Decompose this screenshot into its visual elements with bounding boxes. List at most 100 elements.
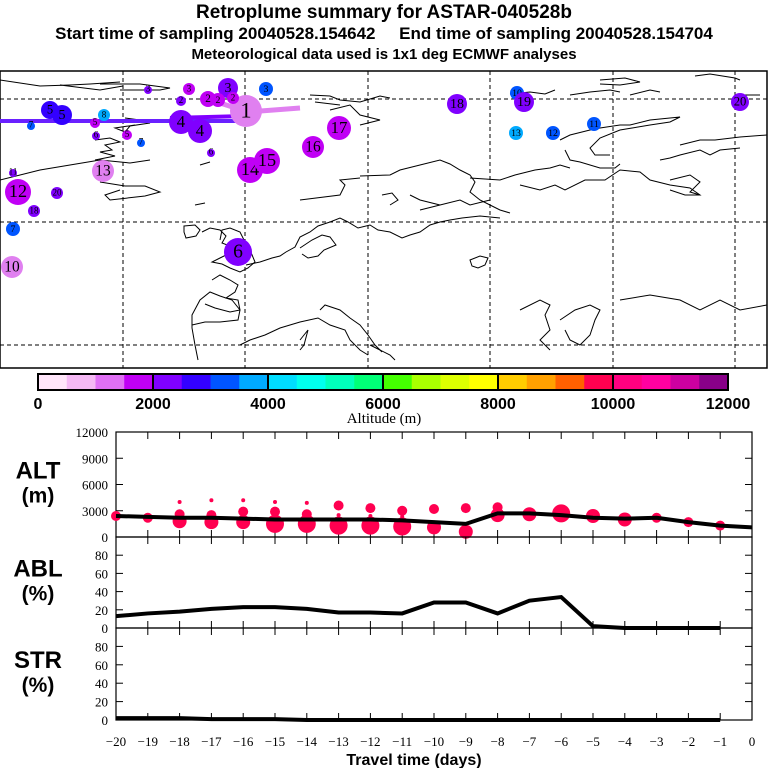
y-axis-label: (m) (22, 485, 55, 508)
cluster-dot (731, 93, 749, 111)
cluster-dot (302, 136, 324, 158)
cluster-label: 7 (11, 224, 16, 235)
cluster-label: 12 (548, 128, 558, 139)
y-tick-label: 80 (95, 548, 108, 563)
cluster-dot (1, 256, 23, 278)
cluster-marker: 18 (447, 94, 467, 114)
cluster-marker: 4 (169, 110, 193, 134)
cluster-dot (98, 109, 110, 121)
cluster-label: 18 (30, 205, 40, 215)
cluster-label: 16 (305, 138, 321, 155)
cluster-label: 6 (94, 130, 99, 140)
cluster-dot (137, 139, 145, 147)
panel-alt: 0 3000 6000 9000 12000 ALT(m) (16, 425, 753, 545)
panel-frame (115, 536, 753, 629)
colorbar-tick-label: 0 (34, 396, 43, 413)
cluster-dot (224, 238, 252, 266)
cluster-point (209, 498, 214, 503)
colorbar-swatch (469, 374, 499, 390)
x-tick-label: −16 (233, 734, 254, 749)
colorbar-swatch (641, 374, 671, 390)
colorbar-swatch (526, 374, 556, 390)
colorbar-swatch (670, 374, 700, 390)
colorbar-swatch (440, 374, 470, 390)
cluster-dot (207, 149, 215, 157)
cluster-label: 2 (231, 92, 236, 102)
cluster-dot (92, 132, 100, 140)
cluster-label: 4 (177, 112, 186, 131)
cluster-marker: 20 (51, 187, 63, 199)
cluster-marker: 11 (587, 117, 601, 131)
cluster-dot (188, 119, 212, 143)
y-tick-label: 60 (95, 658, 108, 673)
x-tick-label: −12 (360, 734, 380, 749)
colorbar-tick-label: 6000 (365, 396, 401, 413)
cluster-label: 5 (125, 129, 130, 139)
y-tick-label: 20 (95, 603, 108, 618)
cluster-label: 5 (59, 108, 66, 123)
cluster-label: 7 (29, 120, 34, 130)
cluster-dot (144, 86, 152, 94)
cluster-point (458, 524, 473, 539)
cluster-dot (176, 96, 186, 106)
x-tick-label: −20 (106, 734, 126, 749)
cluster-dot (327, 116, 351, 140)
cluster-label: 10 (512, 88, 522, 99)
cluster-dot (546, 126, 560, 140)
y-axis-label: STR (14, 647, 62, 674)
x-tick-label: −2 (681, 734, 695, 749)
x-tick-label: −6 (554, 734, 568, 749)
x-tick-label: −14 (297, 734, 318, 749)
cluster-label: 6 (233, 242, 243, 263)
colorbar-swatch (498, 374, 528, 390)
colorbar: 0 2000 4000 6000 8000 10000 12000 Altitude (m) (34, 373, 751, 427)
cluster-label: 5 (93, 117, 98, 127)
cluster-label: 2 (205, 93, 211, 105)
y-axis-label: ALT (16, 458, 61, 485)
y-tick-label: 60 (95, 566, 108, 581)
cluster-marker: 6 (224, 238, 252, 266)
cluster-marker: 7 (27, 120, 35, 130)
colorbar-tick-label: 4000 (250, 396, 286, 413)
cluster-marker: 3 (259, 82, 273, 96)
cluster-dot (28, 205, 40, 217)
colorbar-swatch (38, 374, 68, 390)
cluster-marker: 17 (327, 116, 351, 140)
colorbar-tick-label: 2000 (135, 396, 171, 413)
cluster-marker: 7 (137, 137, 145, 147)
cluster-dot (52, 105, 72, 125)
cluster-marker: 3 (183, 83, 195, 95)
cluster-dot (514, 92, 534, 112)
colorbar-swatch (699, 374, 729, 390)
cluster-label: 6 (209, 147, 214, 157)
cluster-dot (259, 82, 273, 96)
colorbar-swatch (239, 374, 269, 390)
colorbar-swatch (613, 374, 643, 390)
x-tick-label: −8 (491, 734, 505, 749)
cluster-dot (211, 93, 225, 107)
cluster-label: 12 (9, 181, 27, 201)
cluster-label: 3 (264, 84, 269, 95)
colorbar-swatch (354, 374, 384, 390)
cluster-label: 3 (225, 81, 232, 96)
cluster-label: 8 (102, 109, 107, 119)
cluster-point (241, 498, 246, 503)
y-tick-label: 0 (102, 621, 109, 636)
cluster-marker: 13 (92, 160, 114, 182)
y-tick-label: 3000 (82, 504, 108, 519)
x-tick-label: −11 (392, 734, 412, 749)
y-tick-label: 20 (95, 695, 108, 710)
cluster-label: 15 (258, 150, 276, 170)
colorbar-tick-label: 12000 (706, 396, 751, 413)
cluster-marker: 18 (28, 205, 40, 217)
y-tick-label: 12000 (76, 425, 109, 440)
cluster-dot (51, 187, 63, 199)
cluster-point (304, 500, 309, 505)
colorbar-swatch (153, 374, 183, 390)
cluster-point (429, 504, 439, 514)
coastlines (0, 73, 768, 361)
abl-line (115, 594, 721, 630)
